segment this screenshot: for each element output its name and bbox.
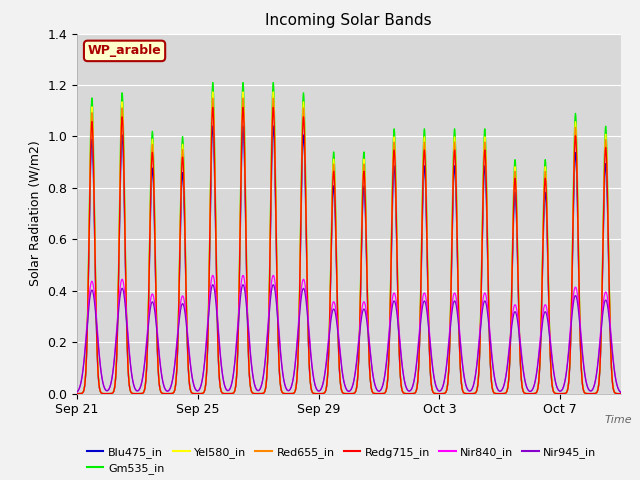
Text: Time: Time: [604, 415, 632, 425]
Title: Incoming Solar Bands: Incoming Solar Bands: [266, 13, 432, 28]
Legend: Blu475_in, Gm535_in, Yel580_in, Red655_in, Redg715_in, Nir840_in, Nir945_in: Blu475_in, Gm535_in, Yel580_in, Red655_i…: [83, 443, 601, 479]
Y-axis label: Solar Radiation (W/m2): Solar Radiation (W/m2): [29, 141, 42, 287]
Text: WP_arable: WP_arable: [88, 44, 161, 58]
